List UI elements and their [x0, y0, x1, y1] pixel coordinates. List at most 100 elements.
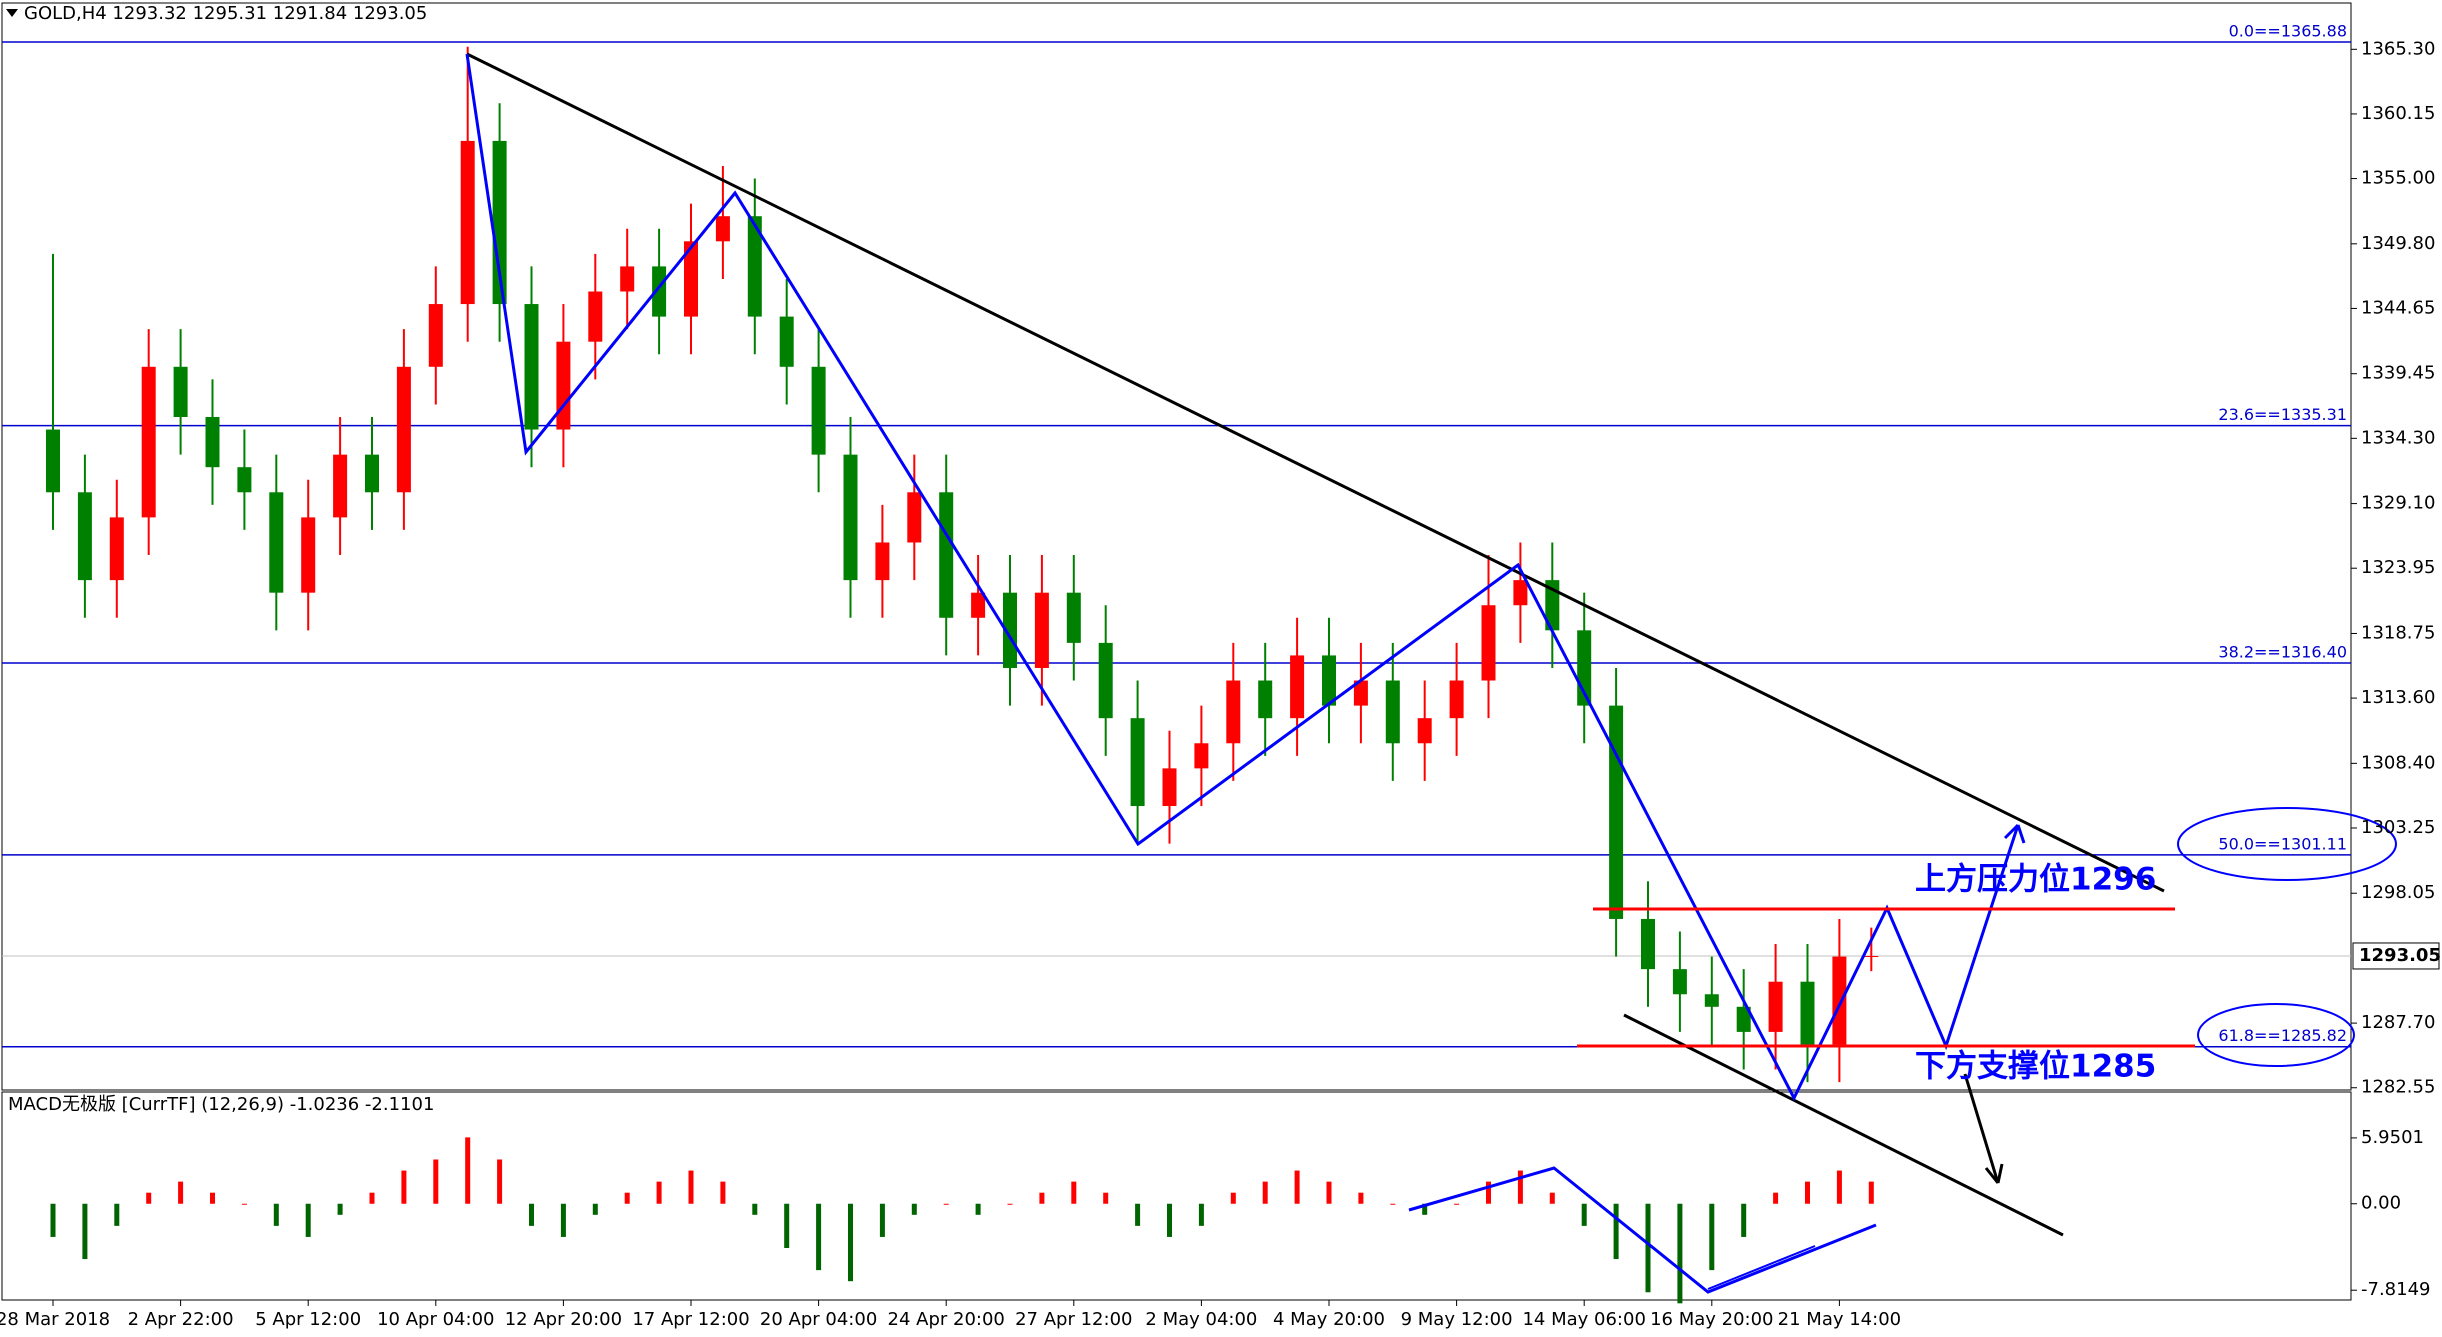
zigzag [465, 53, 2020, 1102]
macd-bar [1167, 1203, 1172, 1237]
candle-body [46, 429, 60, 493]
y-tick-label: 1355.00 [2361, 168, 2435, 189]
candle-body [684, 241, 698, 317]
macd-bar [50, 1203, 56, 1237]
macd-bar [465, 1137, 471, 1204]
macd-bar [1071, 1181, 1077, 1204]
candle-body [365, 454, 379, 493]
candle-body [747, 216, 762, 317]
y-tick-label: 1334.30 [2361, 427, 2435, 448]
x-tick-label: 2 May 04:00 [1145, 1309, 1257, 1330]
macd-bar [1805, 1181, 1810, 1204]
macd-bar [1613, 1203, 1619, 1260]
menu-arrow [6, 9, 18, 17]
macd-bar [1773, 1192, 1779, 1204]
macd-bar [688, 1170, 694, 1204]
x-tick-label: 24 Apr 20:00 [888, 1309, 1005, 1330]
macd-bar [1358, 1192, 1364, 1204]
candle-body [875, 542, 890, 581]
macd-bar [752, 1203, 758, 1215]
candle-body [556, 341, 571, 430]
macd-bar [911, 1203, 917, 1215]
candle-body [109, 517, 124, 581]
candle-body [1353, 680, 1368, 706]
macd-bar [592, 1203, 598, 1215]
candle-body [173, 366, 188, 417]
macd-bar [305, 1203, 311, 1237]
candle-body [588, 291, 603, 342]
candle-body [1864, 955, 1879, 957]
fib-label: 50.0==1301.11 [2218, 834, 2347, 853]
y-tick-label: -7.8149 [2361, 1279, 2430, 1300]
macd-bar [848, 1203, 853, 1282]
fib-label: 23.6==1335.31 [2218, 405, 2347, 424]
arrow [1963, 1073, 2000, 1184]
macd-trend [1408, 1166, 1877, 1294]
x-tick-label: 2 Apr 22:00 [128, 1309, 234, 1330]
candle-body [333, 454, 348, 518]
x-tick-label: 20 Apr 04:00 [760, 1309, 877, 1330]
candle-body [237, 467, 252, 493]
highlight [2197, 1003, 2355, 1067]
candle-body [396, 366, 411, 493]
candle-body [1034, 592, 1049, 668]
candle-body [77, 492, 92, 581]
candle-body [301, 517, 316, 593]
macd-bar [1326, 1181, 1332, 1204]
candle-body [1736, 1006, 1751, 1032]
candle-body [269, 492, 284, 593]
arrow-head [2003, 823, 2026, 844]
candle-body [1162, 768, 1177, 807]
y-tick-label: 1313.60 [2361, 687, 2435, 708]
macd-bar [879, 1203, 885, 1237]
y-tick-label: 1308.40 [2361, 752, 2435, 773]
y-tick-label: 1360.15 [2361, 103, 2435, 124]
macd-bar [369, 1192, 375, 1204]
candle-body [141, 366, 156, 518]
chart-title: GOLD,H4 1293.32 1295.31 1291.84 1293.05 [24, 3, 427, 24]
candle-body [1003, 592, 1017, 668]
y-tick-label: 1282.55 [2361, 1077, 2435, 1098]
candle-body [1066, 592, 1081, 643]
candle-body [1768, 981, 1783, 1032]
candle-body [843, 454, 858, 581]
macd-bar [1007, 1203, 1013, 1205]
candle-body [939, 492, 954, 618]
macd-bar [529, 1203, 534, 1226]
candle-body [1704, 994, 1719, 1007]
y-tick-label: 1365.30 [2361, 38, 2435, 59]
macd-bar [146, 1192, 152, 1204]
macd-bar [1486, 1181, 1491, 1204]
macd-bar [1390, 1203, 1396, 1205]
macd-bar [273, 1203, 279, 1226]
macd-bar [1039, 1192, 1045, 1204]
candle-body [1513, 580, 1528, 606]
y-tick-label: 1298.05 [2361, 882, 2435, 903]
macd-bar [401, 1170, 407, 1204]
macd-bar [784, 1203, 790, 1248]
trend-line [466, 52, 2165, 893]
y-tick-label: 1303.25 [2361, 817, 2435, 838]
macd-bar [1422, 1203, 1428, 1215]
candle-body [1258, 680, 1273, 719]
candle-body [460, 140, 475, 305]
macd-bar [1741, 1203, 1747, 1237]
macd-bar [1517, 1170, 1523, 1204]
macd-bar [1549, 1192, 1555, 1204]
candle-body [1417, 718, 1432, 744]
macd-bar [497, 1159, 503, 1204]
fib-label: 0.0==1365.88 [2229, 22, 2347, 41]
y-tick-label: 1339.45 [2361, 363, 2435, 384]
x-tick-label: 17 Apr 12:00 [632, 1309, 749, 1330]
candle-body [779, 316, 794, 367]
macd-bar [433, 1159, 439, 1204]
candle-body [1130, 718, 1145, 807]
highlight [2177, 807, 2397, 881]
macd-bar [1103, 1192, 1109, 1204]
macd-bar [816, 1203, 822, 1271]
drawings [465, 52, 2397, 1294]
macd-bar [114, 1203, 120, 1226]
current-price-box [2352, 942, 2440, 970]
